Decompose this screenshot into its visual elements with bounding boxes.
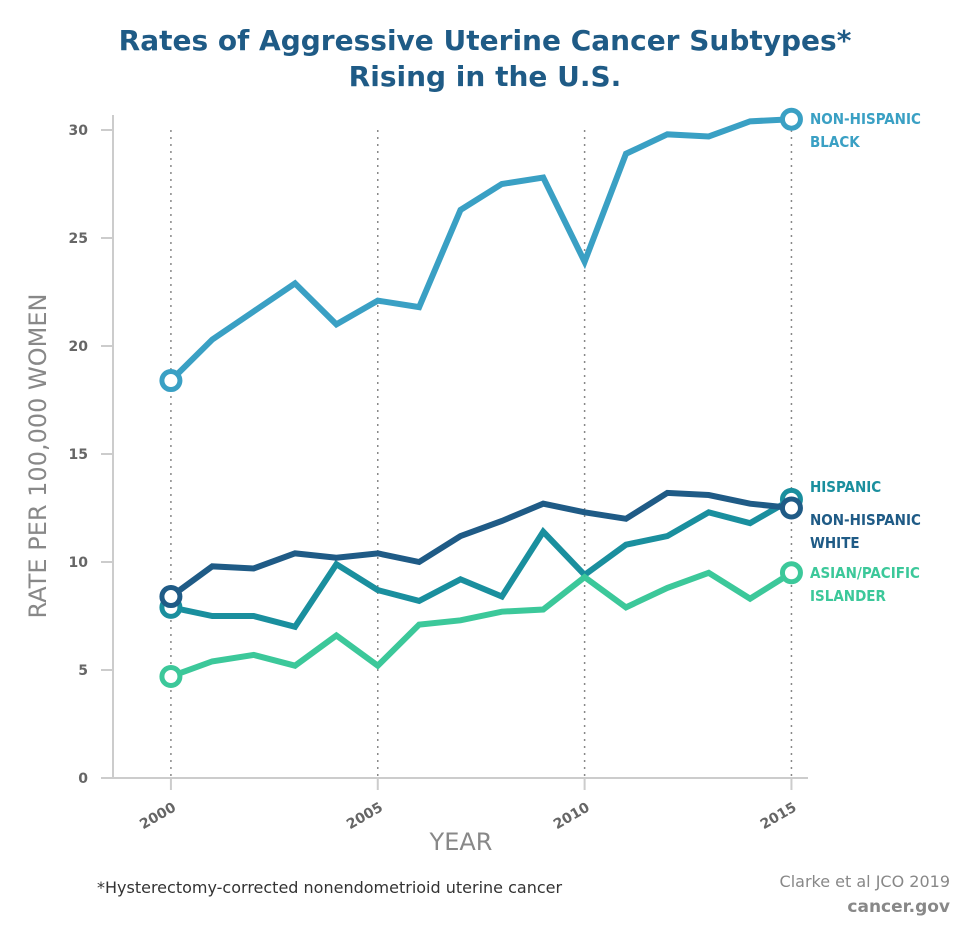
- x-tick-label: 2010: [551, 799, 593, 832]
- series-line: [168, 116, 792, 383]
- series-line: [169, 569, 794, 680]
- y-tick-label: 30: [69, 123, 89, 139]
- chart-title: Rates of Aggressive Uterine Cancer Subty…: [119, 24, 852, 57]
- y-tick-label: 25: [69, 231, 88, 247]
- end-marker: [159, 664, 183, 688]
- legend-entry: NON-HISPANIC WHITE: [810, 511, 921, 552]
- x-axis-label: YEAR: [429, 828, 493, 856]
- legend-label: HISPANIC: [810, 478, 882, 497]
- y-tick-label: 10: [69, 555, 89, 571]
- end-marker: [779, 561, 803, 585]
- y-axis-label: RATE PER 100,000 WOMEN: [24, 294, 52, 619]
- y-tick-label: 0: [78, 771, 88, 787]
- end-marker: [779, 496, 803, 520]
- legend-entry: NON-HISPANIC BLACK: [810, 110, 921, 152]
- legend-label: ASIAN/PACIFIC ISLANDER: [810, 563, 920, 605]
- source: Clarke et al JCO 2019: [780, 872, 950, 891]
- legend-label: NON-HISPANIC BLACK: [810, 110, 921, 152]
- series-line: [170, 496, 793, 631]
- legend-entry: ASIAN/PACIFIC ISLANDER: [810, 563, 920, 605]
- end-marker: [159, 585, 183, 609]
- legend-label: NON-HISPANIC WHITE: [810, 511, 921, 552]
- series-line: [169, 489, 792, 599]
- x-tick-label: 2015: [758, 800, 800, 833]
- y-tick-label: 15: [69, 447, 88, 463]
- y-tick-label: 5: [78, 663, 88, 679]
- x-tick-label: 2005: [344, 800, 386, 833]
- chart-title: Rising in the U.S.: [349, 60, 622, 93]
- x-tick-label: 2000: [137, 799, 179, 832]
- end-marker: [779, 107, 803, 131]
- end-marker: [159, 369, 183, 393]
- footnote: *Hysterectomy-corrected nonendometrioid …: [97, 878, 562, 897]
- site: cancer.gov: [847, 897, 950, 917]
- legend-entry: HISPANIC: [810, 478, 882, 497]
- y-tick-label: 20: [69, 339, 89, 355]
